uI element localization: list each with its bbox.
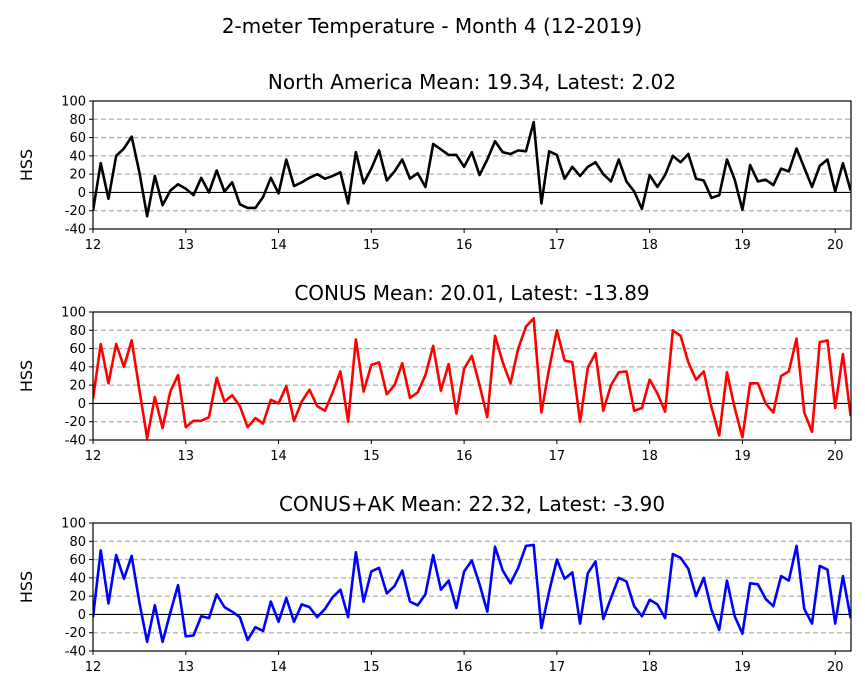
- y-tick-label: 20: [69, 379, 86, 394]
- x-tick-label: 16: [456, 449, 473, 464]
- x-tick-label: 13: [178, 449, 195, 464]
- x-tick-label: 18: [641, 449, 658, 464]
- x-tick-label: 12: [85, 238, 102, 253]
- panel-title: CONUS+AK Mean: 22.32, Latest: -3.90: [279, 492, 665, 516]
- y-tick-label: 0: [78, 397, 86, 412]
- y-tick-label: 100: [61, 306, 86, 321]
- axes-frame: [92, 100, 852, 230]
- y-tick-label: -40: [65, 434, 86, 449]
- x-tick-label: 12: [85, 449, 102, 464]
- x-tick-label: 20: [827, 449, 844, 464]
- y-tick-label: 0: [78, 608, 86, 623]
- x-tick-label: 14: [270, 449, 287, 464]
- y-tick-label: 40: [69, 149, 86, 164]
- x-tick-label: 18: [641, 238, 658, 253]
- x-tick-label: 17: [549, 238, 566, 253]
- y-tick-label: -20: [65, 626, 86, 641]
- y-tick-label: 20: [69, 168, 86, 183]
- y-tick-label: -40: [65, 645, 86, 660]
- x-tick-label: 15: [363, 449, 380, 464]
- axes-frame: [92, 522, 852, 652]
- series-line: [93, 120, 851, 218]
- y-axis-label: HSS: [17, 571, 36, 603]
- y-tick-label: 100: [61, 95, 86, 110]
- x-tick-label: 19: [734, 660, 751, 675]
- x-tick-label: 12: [85, 660, 102, 675]
- y-axis-label: HSS: [17, 360, 36, 392]
- y-tick-label: 20: [69, 590, 86, 605]
- series-line: [93, 543, 851, 644]
- y-tick-label: 0: [78, 186, 86, 201]
- series-line: [93, 317, 851, 440]
- panel-conus-ak: CONUS+AK Mean: 22.32, Latest: -3.90 HSS …: [17, 492, 852, 675]
- x-tick-label: 18: [641, 660, 658, 675]
- x-tick-label: 13: [178, 660, 195, 675]
- panel-north-america: North America Mean: 19.34, Latest: 2.02 …: [17, 70, 852, 253]
- x-tick-label: 16: [456, 238, 473, 253]
- panel-conus: CONUS Mean: 20.01, Latest: -13.89 HSS -4…: [17, 281, 852, 464]
- axes-frame: [92, 311, 852, 441]
- x-tick-label: 16: [456, 660, 473, 675]
- y-tick-label: 60: [69, 342, 86, 357]
- y-tick-label: -20: [65, 204, 86, 219]
- x-tick-label: 14: [270, 660, 287, 675]
- y-tick-label: 80: [69, 113, 86, 128]
- x-tick-label: 17: [549, 449, 566, 464]
- x-tick-label: 19: [734, 238, 751, 253]
- y-tick-label: 60: [69, 553, 86, 568]
- panel-title: CONUS Mean: 20.01, Latest: -13.89: [294, 281, 649, 305]
- y-tick-label: -40: [65, 223, 86, 238]
- x-tick-label: 15: [363, 238, 380, 253]
- x-tick-label: 20: [827, 660, 844, 675]
- y-tick-label: 40: [69, 571, 86, 586]
- y-tick-label: 40: [69, 360, 86, 375]
- panel-title: North America Mean: 19.34, Latest: 2.02: [268, 70, 676, 94]
- y-tick-label: 80: [69, 535, 86, 550]
- x-tick-label: 15: [363, 660, 380, 675]
- figure-suptitle: 2-meter Temperature - Month 4 (12-2019): [222, 14, 642, 38]
- y-tick-label: -20: [65, 415, 86, 430]
- x-tick-label: 14: [270, 238, 287, 253]
- y-axis-label: HSS: [17, 149, 36, 181]
- x-tick-label: 13: [178, 238, 195, 253]
- y-tick-label: 80: [69, 324, 86, 339]
- x-tick-label: 19: [734, 449, 751, 464]
- x-tick-label: 17: [549, 660, 566, 675]
- y-tick-label: 100: [61, 517, 86, 532]
- x-tick-label: 20: [827, 238, 844, 253]
- y-tick-label: 60: [69, 131, 86, 146]
